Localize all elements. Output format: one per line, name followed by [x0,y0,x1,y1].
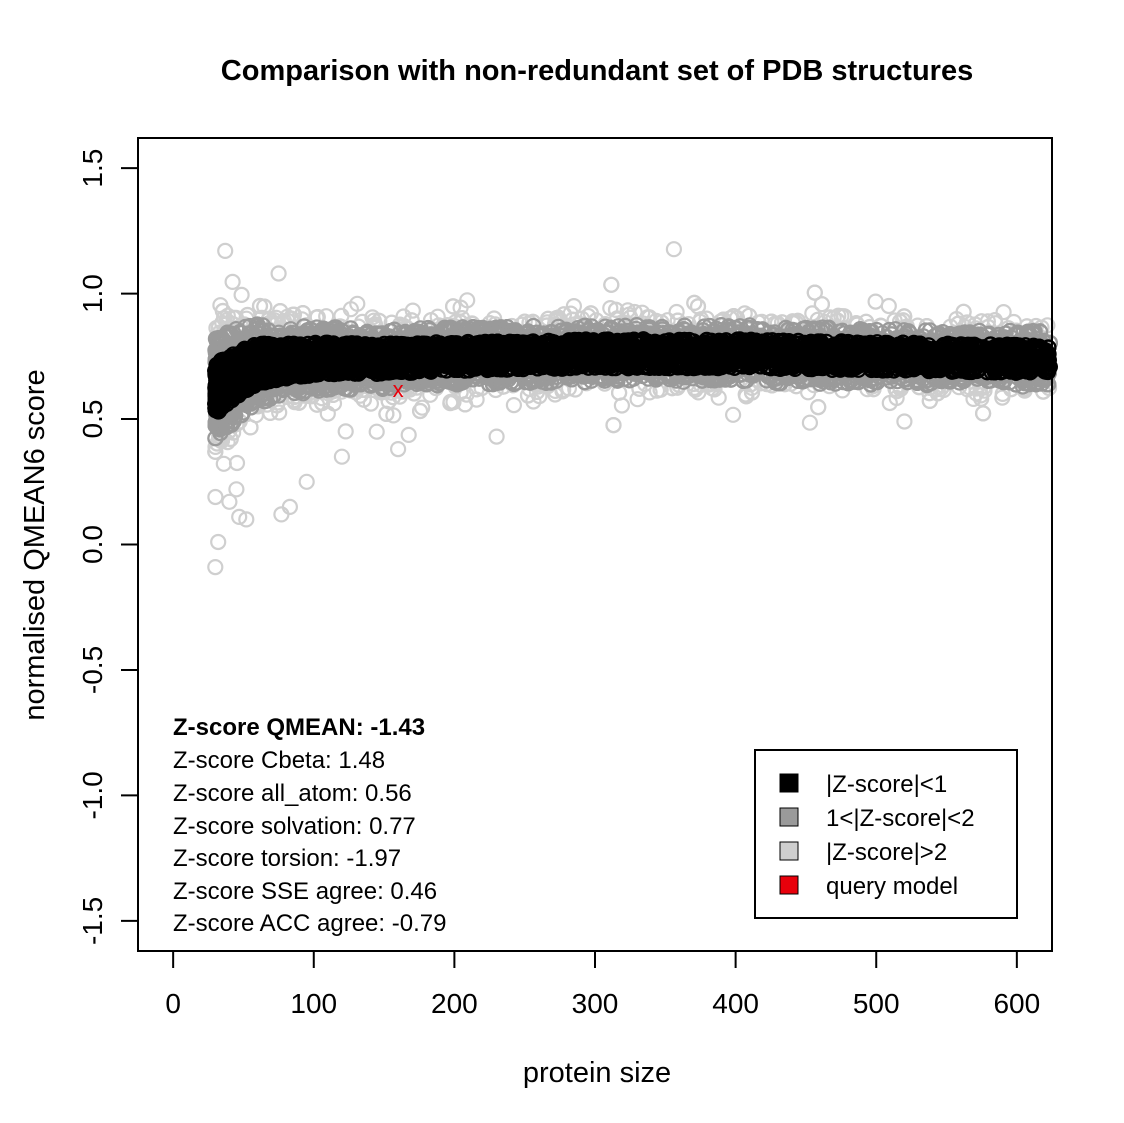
data-point [217,242,234,259]
data-point [605,417,622,434]
data-point [281,498,298,515]
data-point [457,396,474,413]
data-point [368,423,385,440]
data-point [629,391,646,408]
data-point [239,306,256,324]
data-point [607,301,625,318]
data-point [385,407,402,424]
data-point [896,413,913,430]
data-point [412,402,429,420]
data-point [459,292,476,309]
data-point [867,293,884,310]
data-point [995,304,1012,321]
data-point [231,508,248,526]
data-point [880,297,897,315]
data-point [273,506,290,523]
data-point [445,298,462,315]
data-point [272,303,289,320]
data-point [505,397,523,414]
data-point [298,473,315,490]
data-point [488,428,505,445]
data-point [881,394,898,412]
data-point [813,296,831,313]
data-point [740,307,758,324]
data-point [400,426,417,443]
data-point [613,397,631,414]
data-point [333,448,350,465]
data-point [390,441,407,458]
data-point [271,404,288,421]
data-point [233,286,250,303]
data-point [214,302,231,320]
data-point [210,533,227,551]
data-point [724,406,742,423]
data-point [207,558,224,576]
data-point [221,493,238,510]
data-point [207,488,224,506]
data-point [686,294,703,311]
data-point [228,454,246,472]
data-point [810,399,827,416]
data-point [355,391,372,408]
data-point [738,388,755,405]
data-point [603,276,620,293]
data-point [665,241,683,258]
points-layer: x [207,241,1059,576]
data-point [994,389,1011,406]
points-zscore-gt2 [207,241,1058,576]
data-point [228,481,245,498]
data-point [270,265,287,282]
data-point [806,284,823,301]
data-point [242,419,259,436]
data-point [974,405,992,422]
data-point [238,511,255,528]
data-point [337,423,354,440]
data-point [414,399,431,416]
data-point [349,295,366,312]
data-point [668,303,685,321]
data-point [224,273,241,290]
data-point [801,414,819,431]
data-point [689,298,707,315]
data-point [251,297,269,315]
chart-title: Comparison with non-redundant set of PDB… [221,55,973,87]
